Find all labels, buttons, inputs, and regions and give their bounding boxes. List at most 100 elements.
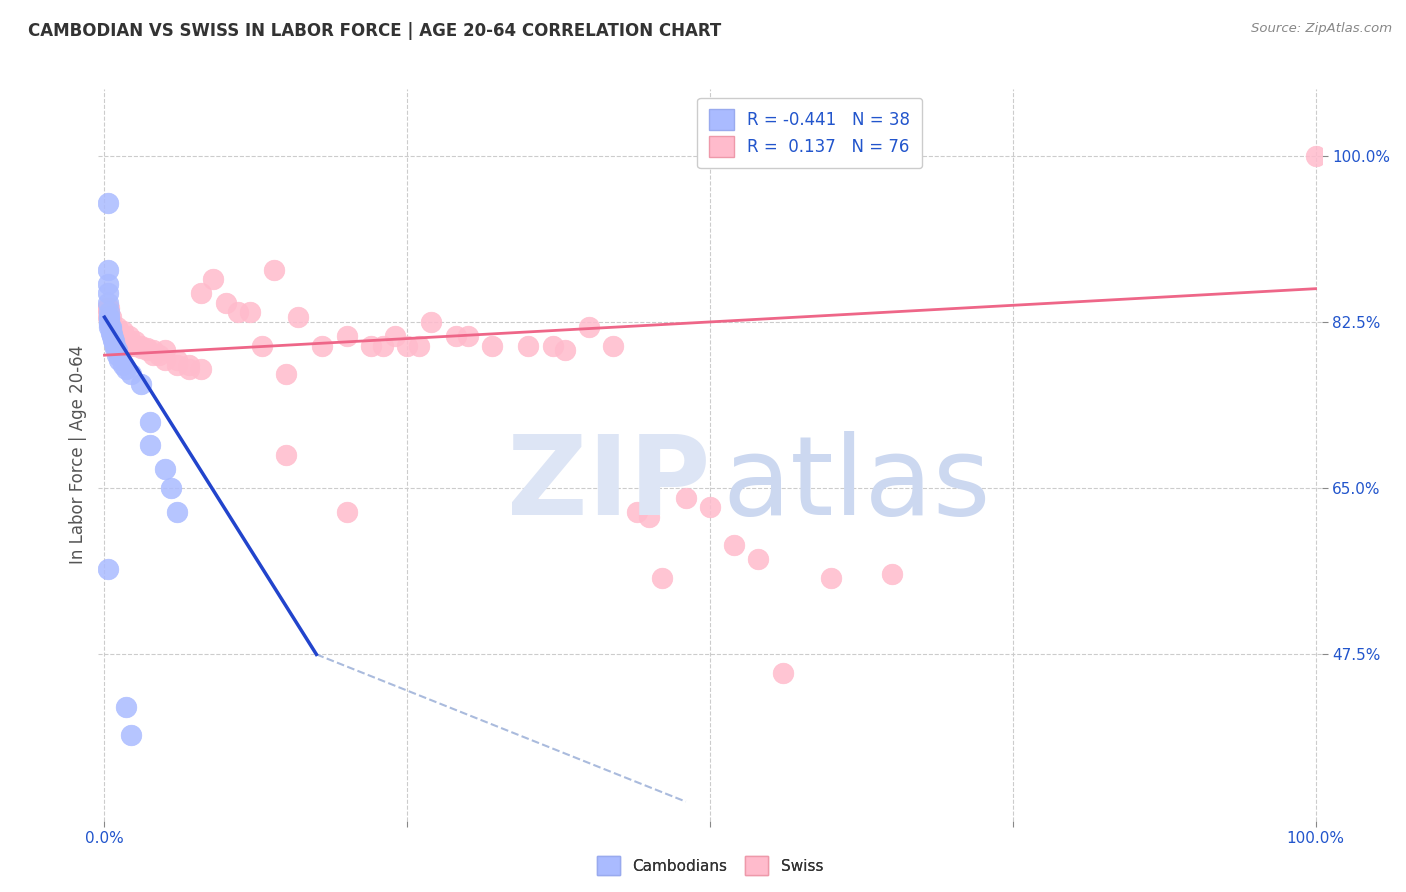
Point <box>457 329 479 343</box>
Point <box>336 329 359 343</box>
Point <box>880 566 903 581</box>
Point <box>98 310 121 325</box>
Point <box>100 319 122 334</box>
Point <box>115 362 138 376</box>
Point <box>100 310 122 325</box>
Point <box>153 343 176 358</box>
Point <box>100 321 122 335</box>
Point <box>108 325 131 339</box>
Point <box>100 329 122 343</box>
Point <box>97 277 120 291</box>
Point <box>287 310 309 325</box>
Point <box>517 339 540 353</box>
Point <box>190 286 212 301</box>
Point <box>105 348 128 362</box>
Point <box>100 315 122 329</box>
Point <box>135 341 157 355</box>
Point <box>311 339 333 353</box>
Point <box>124 339 146 353</box>
Point <box>129 341 152 355</box>
Point <box>202 272 225 286</box>
Point <box>104 339 127 353</box>
Point <box>97 562 120 576</box>
Point <box>420 315 443 329</box>
Point <box>578 319 600 334</box>
Point <box>120 367 142 381</box>
Point <box>602 339 624 353</box>
Point <box>96 301 118 315</box>
Point <box>444 329 467 343</box>
Point <box>1305 149 1327 163</box>
Point <box>139 415 162 429</box>
Legend: Cambodians, Swiss: Cambodians, Swiss <box>589 848 831 882</box>
Point <box>214 296 236 310</box>
Point <box>129 339 152 353</box>
Point <box>820 571 842 585</box>
Text: ZIP: ZIP <box>506 431 710 538</box>
Point <box>153 353 176 368</box>
Point <box>336 505 359 519</box>
Point <box>371 339 394 353</box>
Point <box>98 301 121 315</box>
Point <box>675 491 697 505</box>
Point <box>118 339 141 353</box>
Point <box>98 312 121 326</box>
Text: atlas: atlas <box>723 431 991 538</box>
Point <box>97 286 120 301</box>
Point <box>142 348 165 362</box>
Point <box>103 325 125 339</box>
Point <box>148 348 170 362</box>
Point <box>98 319 121 334</box>
Point <box>111 358 134 372</box>
Point <box>100 319 122 334</box>
Point <box>103 334 125 348</box>
Point <box>554 343 576 358</box>
Point <box>139 438 162 452</box>
Point <box>747 552 769 566</box>
Point <box>179 362 201 376</box>
Point <box>97 196 120 211</box>
Text: CAMBODIAN VS SWISS IN LABOR FORCE | AGE 20-64 CORRELATION CHART: CAMBODIAN VS SWISS IN LABOR FORCE | AGE … <box>28 22 721 40</box>
Text: Source: ZipAtlas.com: Source: ZipAtlas.com <box>1251 22 1392 36</box>
Point <box>226 305 249 319</box>
Point <box>97 296 120 310</box>
Point <box>105 329 128 343</box>
Point <box>101 333 124 347</box>
Point <box>772 666 794 681</box>
Point <box>190 362 212 376</box>
Point <box>129 376 152 391</box>
Point <box>135 343 157 358</box>
Point <box>98 310 121 325</box>
Point <box>98 305 121 319</box>
Point <box>120 728 142 742</box>
Point <box>541 339 564 353</box>
Point <box>481 339 503 353</box>
Point <box>97 262 120 277</box>
Point <box>100 319 122 334</box>
Point <box>111 325 134 339</box>
Point <box>166 505 188 519</box>
Point <box>408 339 430 353</box>
Point <box>101 319 124 334</box>
Point <box>98 315 121 329</box>
Point <box>111 329 134 343</box>
Point <box>239 305 262 319</box>
Point <box>160 481 183 495</box>
Point <box>105 343 128 358</box>
Point <box>100 325 122 339</box>
Point <box>517 495 540 509</box>
Point <box>396 339 419 353</box>
Y-axis label: In Labor Force | Age 20-64: In Labor Force | Age 20-64 <box>69 345 87 565</box>
Point <box>699 500 721 515</box>
Point <box>179 358 201 372</box>
Point <box>105 319 128 334</box>
Point <box>98 315 121 329</box>
Point <box>166 353 188 368</box>
Point <box>118 334 141 348</box>
Point <box>384 329 406 343</box>
Point <box>100 326 122 341</box>
Point <box>276 367 298 381</box>
Point <box>360 339 382 353</box>
Point <box>250 339 273 353</box>
Point <box>651 571 673 585</box>
